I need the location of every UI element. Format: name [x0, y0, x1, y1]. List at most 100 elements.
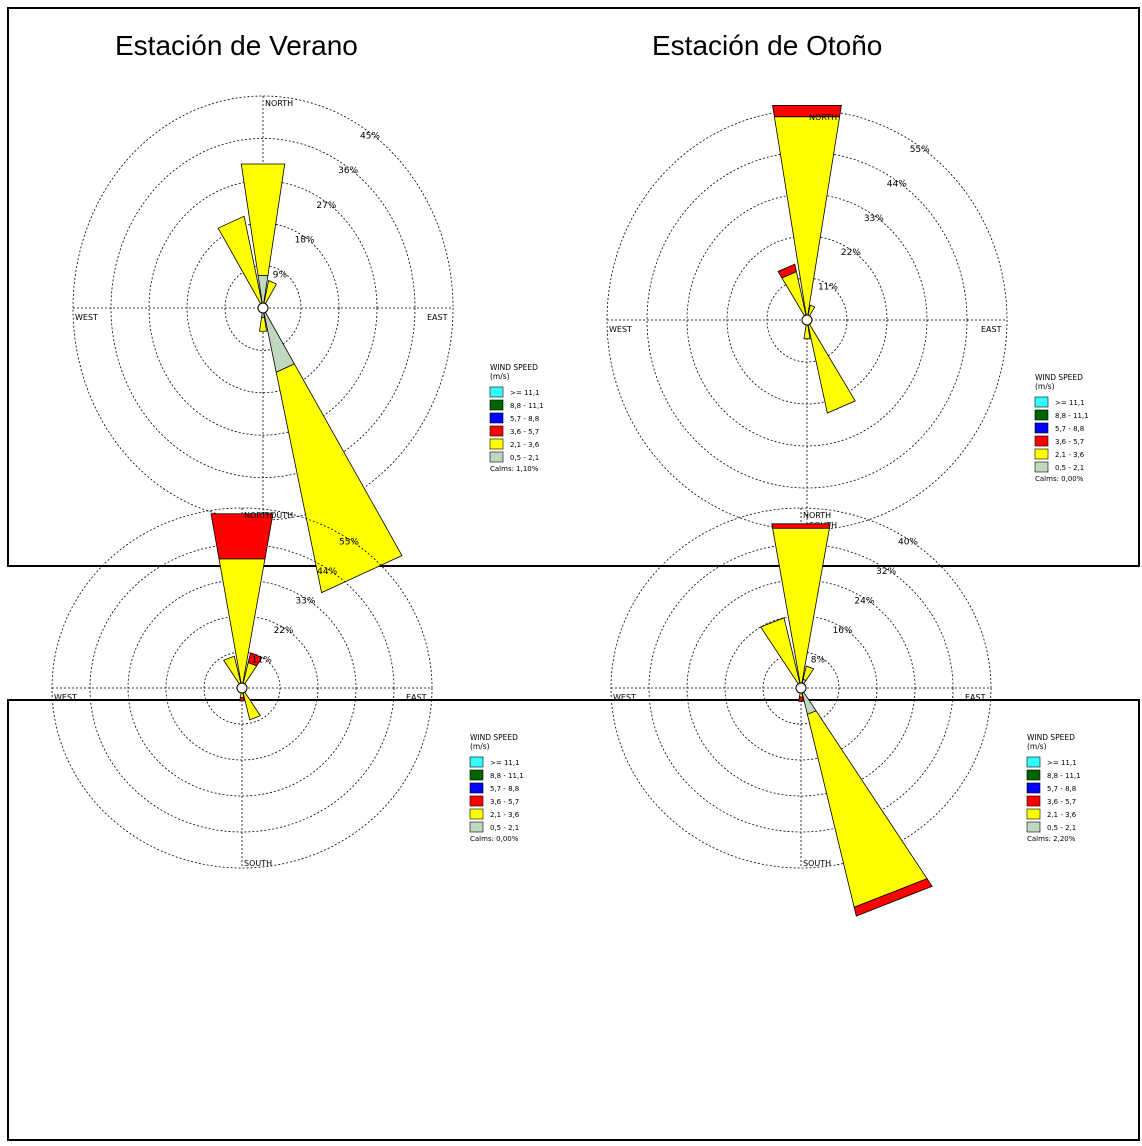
legend-label: 8,8 - 11,1 [1047, 772, 1081, 780]
petal-SSE-1 [241, 687, 261, 721]
petal-NNW-1 [760, 617, 802, 689]
legend-swatch [1034, 396, 1049, 408]
legend-title: WIND SPEED [1027, 733, 1075, 742]
compass-north: NORTH [265, 99, 293, 108]
legend-swatch [469, 821, 484, 833]
legend-label: 8,8 - 11,1 [490, 772, 524, 780]
legend-label: 5,7 - 8,8 [1055, 425, 1084, 433]
compass-north: NORTH [244, 511, 272, 520]
ring-label: 11% [818, 283, 838, 293]
legend-label: 0,5 - 2,1 [1055, 464, 1084, 472]
petal-N-2 [210, 513, 274, 560]
wind-speed-legend: WIND SPEED(m/s)>= 11,1 8,8 - 11,1 5,7 - 8,… [1026, 733, 1081, 843]
legend-label: 5,7 - 8,8 [1047, 785, 1076, 793]
legend-swatch [489, 412, 504, 424]
legend-label: 8,8 - 11,1 [1055, 412, 1089, 420]
legend-label: 2,1 - 3,6 [490, 811, 520, 819]
legend-units: (m/s) [1027, 742, 1047, 751]
legend-swatch [1034, 422, 1049, 434]
ring-label: 40% [898, 538, 918, 548]
legend-label: 5,7 - 8,8 [490, 785, 519, 793]
legend-swatch [469, 756, 484, 768]
calms-label: Calms: 0,00% [470, 835, 519, 843]
legend-swatch [1026, 821, 1041, 833]
ring-label: 22% [841, 248, 861, 258]
ring-label: 32% [876, 567, 896, 577]
compass-south: SOUTH [244, 859, 272, 868]
ring-label: 33% [295, 597, 315, 607]
legend-label: 3,6 - 5,7 [1047, 798, 1076, 806]
petal-NNW-2 [777, 263, 797, 279]
legend-label: 3,6 - 5,7 [490, 798, 519, 806]
legend-label: 5,7 - 8,8 [510, 415, 539, 423]
legend-swatch [1034, 435, 1049, 447]
ring-label: 55% [910, 145, 930, 155]
ring-5 [72, 95, 454, 521]
ring-label: 45% [360, 131, 380, 141]
compass-west: WEST [613, 693, 636, 702]
rose-center [795, 682, 807, 694]
ring-label: 11% [252, 656, 272, 666]
legend-label: 3,6 - 5,7 [1055, 438, 1084, 446]
compass-north: NORTH [809, 113, 837, 122]
wind-speed-legend: WIND SPEED(m/s)>= 11,1 8,8 - 11,1 5,7 - 8,… [469, 733, 524, 843]
legend-swatch [1026, 808, 1041, 820]
wind-speed-legend: WIND SPEED(m/s)>= 11,1 8,8 - 11,1 5,7 - 8,… [489, 363, 544, 473]
legend-swatch [1034, 448, 1049, 460]
compass-south: SOUTH [265, 511, 293, 520]
legend-swatch [489, 451, 504, 463]
legend-swatch [1026, 769, 1041, 781]
wind-speed-legend: WIND SPEED(m/s)>= 11,1 8,8 - 11,1 5,7 - 8,… [1034, 373, 1089, 483]
ring-label: 24% [854, 597, 874, 607]
petal-SSE-0 [262, 307, 295, 373]
legend-label: 3,6 - 5,7 [510, 428, 539, 436]
legend-units: (m/s) [1035, 382, 1055, 391]
petal-S-2 [239, 697, 245, 702]
compass-east: EAST [981, 325, 1002, 334]
petal-SSE-1 [806, 319, 856, 414]
petal-S-1 [259, 316, 267, 332]
compass-west: WEST [54, 693, 77, 702]
bottom-panel [7, 699, 1140, 1141]
legend-label: >= 11,1 [490, 759, 520, 767]
petal-N-1 [218, 558, 266, 689]
ring-label: 55% [339, 538, 359, 548]
compass-east: EAST [427, 313, 448, 322]
chart-title-summer: Estación de Verano [115, 30, 358, 61]
petal-N-1 [240, 163, 286, 276]
rose-center [801, 314, 813, 326]
petal-N-2 [772, 104, 842, 118]
legend-title: WIND SPEED [1035, 373, 1083, 382]
calms-label: Calms: 1,10% [490, 465, 539, 473]
legend-label: 2,1 - 3,6 [1055, 451, 1085, 459]
legend-units: (m/s) [470, 742, 490, 751]
ring-label: 18% [295, 236, 315, 246]
ring-label: 8% [811, 656, 826, 666]
petal-NNW-1 [223, 655, 243, 689]
wind-rose-3: 8% 16% 24% 32% 40% NORTH SOUTH EAST WEST WIND SPE… [610, 507, 1081, 917]
legend-title: WIND SPEED [470, 733, 518, 742]
top-panel [7, 7, 1140, 567]
calms-label: Calms: 2,20% [1027, 835, 1076, 843]
ring-label: 22% [274, 626, 294, 636]
petal-NNW-1 [217, 215, 264, 309]
petal-NNE-1 [262, 279, 278, 309]
legend-swatch [469, 808, 484, 820]
legend-label: >= 11,1 [1047, 759, 1077, 767]
compass-south: SOUTH [803, 859, 831, 868]
legend-swatch [489, 425, 504, 437]
legend-swatch [489, 438, 504, 450]
ring-label: 36% [338, 166, 358, 176]
legend-label: >= 11,1 [1055, 399, 1085, 407]
legend-label: >= 11,1 [510, 389, 540, 397]
petal-S-2 [798, 696, 804, 702]
legend-swatch [1026, 782, 1041, 794]
petal-SSE-1 [806, 710, 928, 908]
compass-east: EAST [965, 693, 986, 702]
legend-swatch [1026, 795, 1041, 807]
chart-title-autumn: Estación de Otoño [652, 30, 883, 61]
legend-label: 0,5 - 2,1 [490, 824, 519, 832]
